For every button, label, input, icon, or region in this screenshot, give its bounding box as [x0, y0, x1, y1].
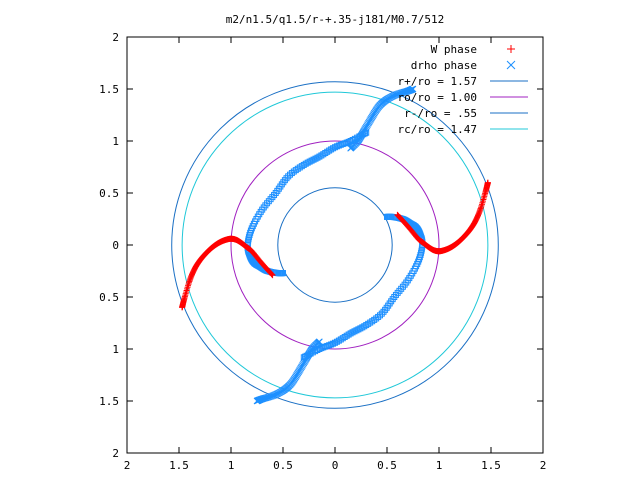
chart-title: m2/n1.5/q1.5/r-+.35-j181/M0.7/512	[226, 13, 445, 26]
y-tick-label: 1	[112, 135, 119, 148]
data-point	[328, 341, 335, 348]
y-tick-label: 1	[112, 343, 119, 356]
y-tick-label: 1.5	[99, 395, 119, 408]
data-point	[179, 304, 186, 311]
y-tick-labels: 2 1.5 1 0.5 0 0.5 1 1.5 2	[99, 31, 119, 460]
series	[179, 85, 491, 405]
legend-label: drho phase	[411, 59, 477, 72]
x-tick-label: 0.5	[377, 459, 397, 472]
circles	[171, 81, 499, 409]
data-point	[349, 329, 356, 336]
y-tick-label: 2	[112, 447, 119, 460]
data-point	[353, 327, 360, 334]
data-point	[335, 142, 342, 149]
data-point	[343, 139, 350, 146]
radius-circle	[230, 140, 440, 350]
x-tick-labels: 2 1.5 1 0.5 0 0.5 1 1.5 2	[124, 459, 547, 472]
legend: W phase drho phase r+/ro = 1.57 ro/ro = 1.0…	[398, 43, 528, 136]
x-tick-label: 1.5	[169, 459, 189, 472]
data-point	[322, 343, 329, 350]
data-point	[290, 168, 297, 175]
y-tick-label: 1.5	[99, 83, 119, 96]
y-tick-label: 0.5	[99, 291, 119, 304]
data-point	[409, 85, 417, 93]
data-point	[333, 143, 340, 150]
data-point	[380, 308, 387, 315]
data-point	[337, 141, 344, 148]
x-tick-label: 1	[228, 459, 235, 472]
data-point	[283, 175, 290, 182]
legend-label: W phase	[431, 43, 477, 56]
data-point	[341, 140, 348, 147]
legend-label: r+/ro = 1.57	[398, 75, 477, 88]
data-point	[326, 342, 333, 349]
data-point	[339, 141, 346, 148]
data-point	[484, 179, 491, 186]
x-tick-label: 2	[540, 459, 547, 472]
data-point	[351, 328, 358, 335]
data-point	[287, 171, 294, 178]
legend-label: r-/ro = .55	[404, 107, 477, 120]
radius-circle	[277, 187, 393, 303]
legend-label: ro/ro = 1.00	[398, 91, 477, 104]
legend-label: rc/ro = 1.47	[398, 123, 477, 136]
legend-marker	[507, 45, 515, 53]
data-point	[280, 270, 286, 277]
data-point	[378, 310, 385, 317]
plot-frame	[126, 36, 544, 454]
data-point	[373, 315, 380, 322]
data-point	[384, 213, 390, 220]
radius-circle	[181, 91, 489, 399]
data-point	[376, 312, 383, 319]
y-tick-label: 0	[112, 239, 119, 252]
data-point	[320, 344, 327, 351]
data-point	[324, 342, 331, 349]
x-tick-label: 2	[124, 459, 131, 472]
data-point	[310, 156, 317, 163]
x-tick-label: 1	[436, 459, 443, 472]
data-point	[288, 170, 295, 177]
axis-ticks	[126, 36, 544, 454]
x-tick-label: 0.5	[273, 459, 293, 472]
data-point	[330, 340, 337, 347]
data-point	[314, 154, 321, 161]
data-point	[285, 173, 292, 180]
y-tick-label: 0.5	[99, 187, 119, 200]
y-tick-label: 2	[112, 31, 119, 44]
data-point	[375, 313, 382, 320]
legend-marker	[506, 60, 516, 70]
x-tick-label: 0	[332, 459, 339, 472]
x-tick-label: 1.5	[481, 459, 501, 472]
data-point	[253, 397, 261, 405]
data-point	[312, 155, 319, 162]
radius-circle	[171, 81, 499, 409]
